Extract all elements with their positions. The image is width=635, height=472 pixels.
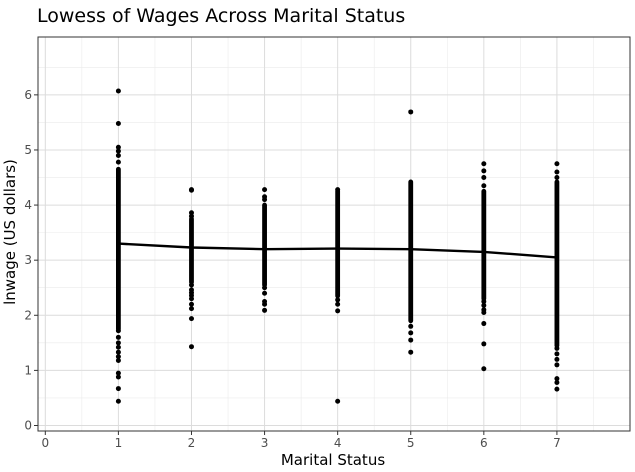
chart-title: Lowess of Wages Across Marital Status xyxy=(37,5,405,27)
data-point xyxy=(115,144,121,150)
data-point xyxy=(335,187,341,193)
data-point xyxy=(408,349,414,355)
data-point-band xyxy=(262,202,267,288)
plot-border xyxy=(37,36,631,432)
x-tick-label: 5 xyxy=(407,436,415,450)
data-point xyxy=(554,175,560,181)
scatter-points xyxy=(115,88,560,404)
data-point xyxy=(481,183,487,189)
data-point xyxy=(481,299,487,305)
y-tick-label: 3 xyxy=(24,253,32,267)
data-point xyxy=(554,356,560,362)
data-point xyxy=(481,366,487,372)
data-point xyxy=(481,341,487,347)
data-point xyxy=(115,152,121,158)
data-point xyxy=(554,362,560,368)
y-tick-label: 2 xyxy=(24,308,32,322)
data-point xyxy=(115,148,121,154)
data-point xyxy=(115,354,121,360)
data-point xyxy=(188,187,194,193)
data-point-band xyxy=(189,216,194,285)
data-point xyxy=(481,168,487,174)
data-point xyxy=(481,310,487,316)
data-point xyxy=(481,321,487,327)
data-point xyxy=(262,197,268,203)
x-tick-label: 4 xyxy=(334,436,342,450)
data-point xyxy=(115,121,121,127)
x-axis-ticks: 0 1 2 3 4 5 6 7 xyxy=(41,431,561,450)
data-point-band xyxy=(115,166,121,332)
data-point xyxy=(262,290,268,296)
data-point xyxy=(554,351,560,357)
y-tick-label: 1 xyxy=(24,363,32,377)
plot-panel xyxy=(38,37,630,431)
data-point xyxy=(554,376,560,382)
data-point xyxy=(262,187,268,193)
x-tick-label: 0 xyxy=(41,436,49,450)
x-tick-label: 7 xyxy=(553,436,561,450)
data-point xyxy=(408,323,414,329)
data-point xyxy=(335,398,341,404)
data-point xyxy=(481,175,487,181)
data-point xyxy=(188,282,194,288)
data-point xyxy=(188,213,194,219)
data-point xyxy=(188,344,194,350)
x-tick-label: 2 xyxy=(188,436,196,450)
data-point xyxy=(188,296,194,302)
y-axis-ticks: 0 1 2 3 4 5 6 xyxy=(24,88,38,432)
y-tick-label: 4 xyxy=(24,198,32,212)
grid-minor xyxy=(38,37,630,431)
data-point xyxy=(188,306,194,312)
data-point xyxy=(262,307,268,313)
y-tick-label: 5 xyxy=(24,143,32,157)
data-point xyxy=(188,316,194,322)
data-point xyxy=(554,161,560,167)
data-point xyxy=(115,328,121,334)
data-point xyxy=(554,345,560,351)
x-tick-label: 1 xyxy=(115,436,123,450)
data-point xyxy=(115,340,121,346)
data-point xyxy=(115,370,121,376)
x-axis-title: Marital Status xyxy=(281,451,385,469)
data-point-band xyxy=(554,179,560,348)
y-tick-label: 6 xyxy=(24,88,32,102)
data-point-band xyxy=(481,188,487,302)
data-point xyxy=(115,386,121,392)
lowess-line xyxy=(118,242,557,259)
y-tick-label: 0 xyxy=(24,418,32,432)
x-tick-label: 6 xyxy=(480,436,488,450)
data-point xyxy=(554,169,560,175)
y-axis-title: lnwage (US dollars) xyxy=(1,159,19,305)
data-point xyxy=(335,297,341,303)
data-point xyxy=(335,308,341,314)
data-point xyxy=(115,357,121,363)
data-point xyxy=(554,386,560,392)
data-point xyxy=(115,88,121,94)
data-point xyxy=(481,302,487,308)
data-point xyxy=(481,161,487,167)
data-point xyxy=(115,349,121,355)
data-point xyxy=(262,285,268,291)
data-point xyxy=(115,398,121,404)
data-point xyxy=(408,330,414,336)
data-point xyxy=(115,344,121,350)
data-point xyxy=(188,301,194,307)
data-point xyxy=(262,301,268,307)
data-point-band xyxy=(408,179,414,324)
data-point xyxy=(408,337,414,343)
x-tick-label: 3 xyxy=(261,436,269,450)
data-point xyxy=(115,374,121,380)
data-point xyxy=(335,301,341,307)
data-point xyxy=(115,159,121,165)
data-point xyxy=(554,380,560,386)
data-point-band xyxy=(335,188,341,299)
data-point xyxy=(115,334,121,340)
data-point xyxy=(408,109,414,115)
